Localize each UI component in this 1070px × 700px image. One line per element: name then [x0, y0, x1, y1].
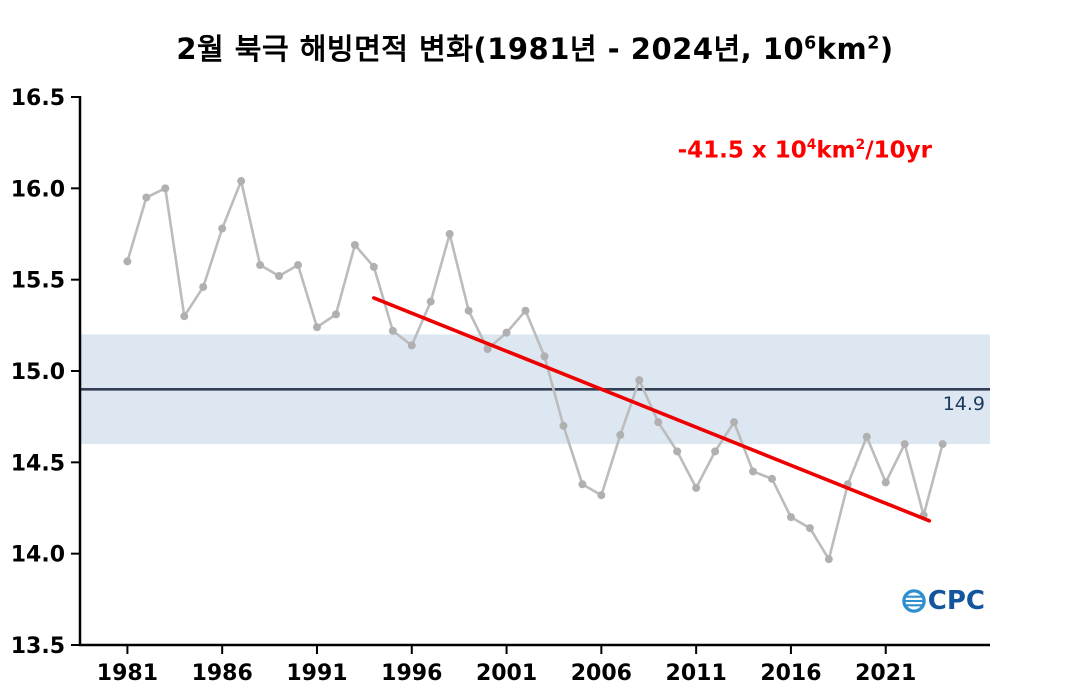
title-text: 2월 북극 해빙면적 변화(1981년 - 2024년, 10 [176, 32, 805, 66]
data-point [654, 418, 663, 427]
data-point [805, 524, 814, 533]
x-tick-label: 2001 [476, 661, 537, 686]
trend-annotation: -41.5 x 104km2/10yr [678, 137, 932, 164]
x-tick-label: 2021 [855, 661, 916, 686]
data-point [502, 328, 511, 337]
y-tick-label: 16.5 [11, 86, 65, 111]
data-point [540, 352, 549, 361]
title-unit: km [816, 32, 868, 66]
logo-text: CPC [927, 586, 985, 616]
trend-per-decade: /10yr [865, 137, 932, 164]
trend-superscript-2: 2 [855, 137, 866, 153]
data-point [407, 341, 416, 350]
y-tick-label: 14.0 [11, 543, 65, 568]
x-tick-label: 1991 [286, 661, 347, 686]
data-point [388, 326, 397, 335]
data-point [426, 297, 435, 306]
data-point [862, 432, 871, 441]
data-point [730, 418, 739, 427]
y-tick-label: 15.0 [11, 360, 65, 385]
trend-superscript-4: 4 [806, 137, 817, 153]
trend-unit: km [816, 137, 856, 164]
data-point [578, 480, 587, 489]
data-point [445, 230, 454, 238]
x-tick-label: 2006 [571, 661, 632, 686]
y-tick-label: 13.5 [11, 634, 65, 659]
y-tick-label: 16.0 [11, 177, 65, 202]
data-point [900, 440, 909, 449]
data-point [464, 306, 473, 315]
data-point [673, 447, 682, 456]
data-point [616, 430, 625, 439]
title-close: ) [879, 32, 894, 66]
data-point [786, 513, 795, 522]
data-point [350, 240, 359, 249]
data-point [142, 193, 151, 202]
data-point [161, 184, 170, 193]
data-point [275, 272, 284, 281]
data-point [749, 467, 758, 476]
y-tick-label: 15.5 [11, 269, 65, 294]
x-tick-label: 2011 [666, 661, 727, 686]
x-tick-label: 1981 [97, 661, 158, 686]
data-point [635, 376, 644, 385]
data-point [483, 345, 492, 354]
globe-icon [902, 589, 926, 613]
data-point [711, 447, 720, 456]
data-point [199, 282, 208, 291]
data-point [881, 478, 890, 487]
mean-value-label: 14.9 [942, 393, 985, 415]
data-point [294, 261, 303, 270]
data-point [331, 310, 340, 319]
x-tick-label: 2016 [760, 661, 821, 686]
x-tick-label: 1996 [381, 661, 442, 686]
data-point [256, 261, 265, 270]
ocpc-logo: CPC [901, 586, 985, 616]
y-tick-label: 14.5 [11, 451, 65, 476]
data-point [938, 440, 947, 449]
data-point [692, 483, 701, 492]
data-point [521, 306, 530, 315]
data-point [312, 323, 321, 332]
data-point [597, 491, 606, 500]
data-point [369, 262, 378, 271]
data-point [824, 555, 833, 564]
trend-rate-text: -41.5 x 10 [677, 137, 807, 164]
data-point [559, 421, 568, 430]
data-point [123, 257, 132, 266]
data-point [237, 177, 246, 186]
chart-title: 2월 북극 해빙면적 변화(1981년 - 2024년, 106km2) [0, 26, 1070, 68]
title-superscript-6: 6 [804, 33, 817, 54]
data-point [767, 474, 776, 483]
data-point [180, 312, 189, 321]
title-superscript-2: 2 [867, 33, 880, 54]
trend-line [372, 296, 932, 523]
data-point [218, 224, 227, 233]
x-tick-label: 1986 [192, 661, 253, 686]
